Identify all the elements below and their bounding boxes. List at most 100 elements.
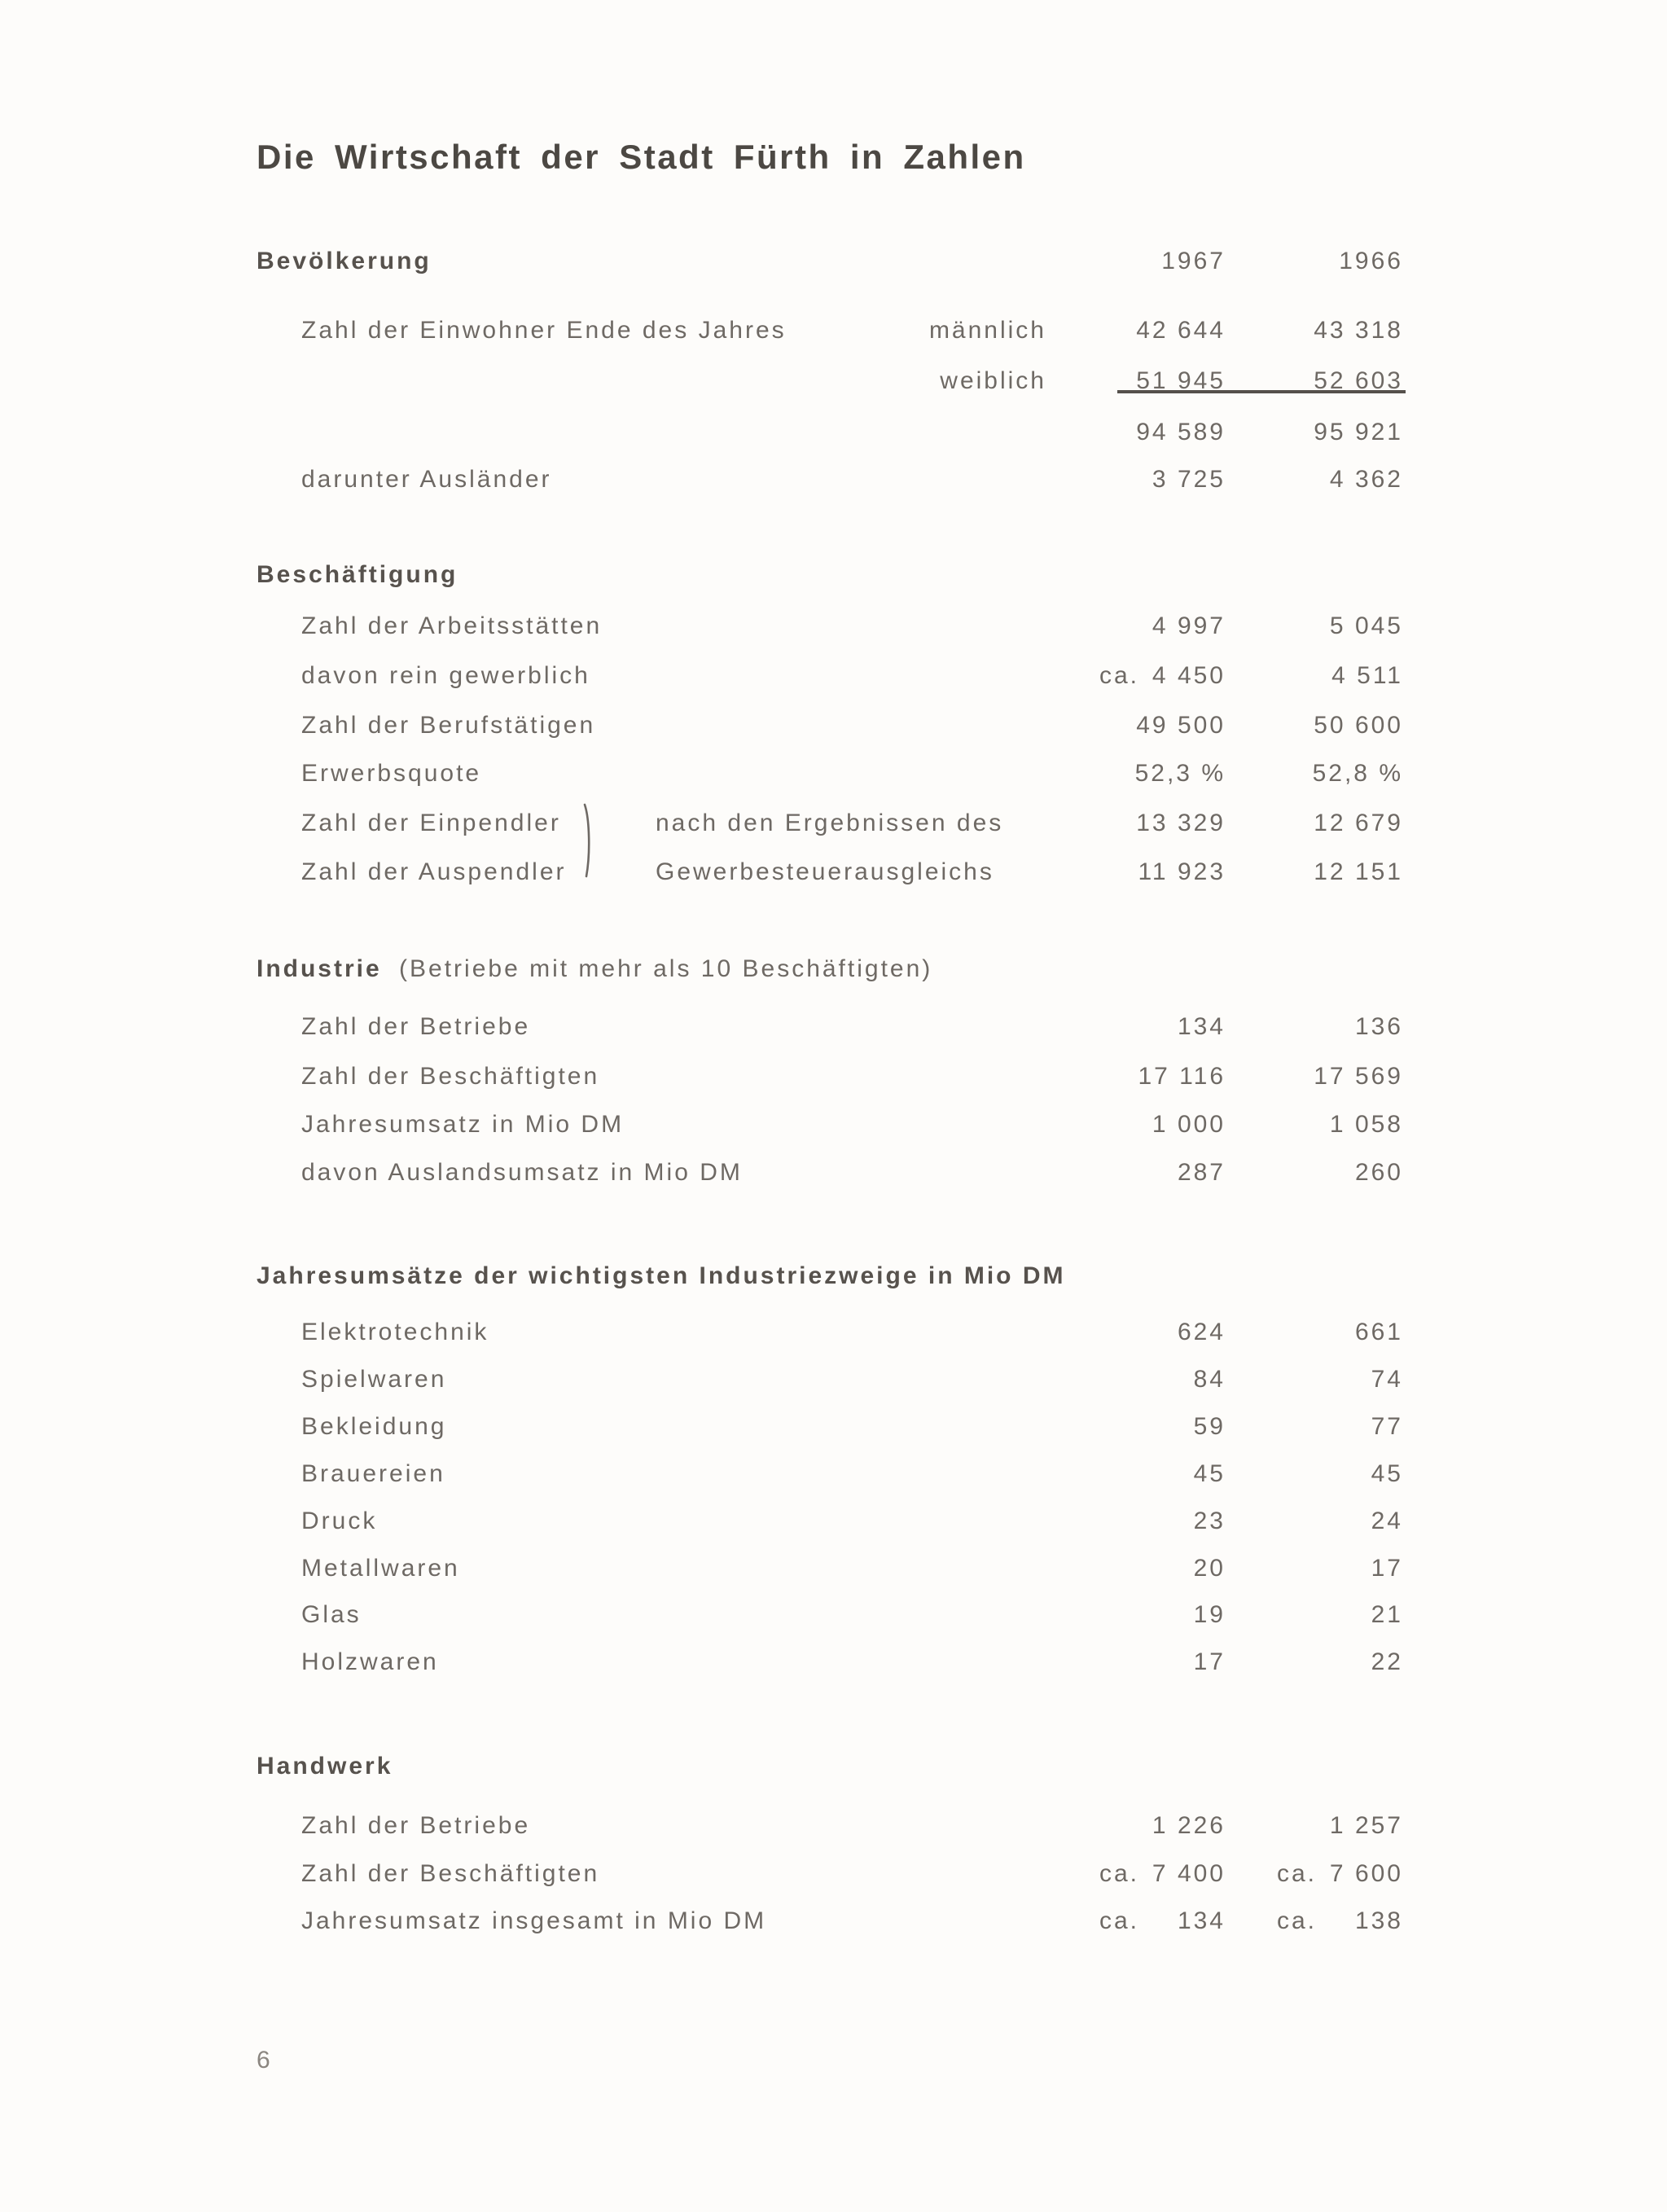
- approx-prefix: ca.: [1099, 1907, 1140, 1934]
- secondary-label-weiblich: weiblich: [940, 367, 1046, 394]
- value-1967: 1 226: [1152, 1812, 1226, 1839]
- value-1966: 77: [1371, 1413, 1403, 1440]
- value-1967: 3 725: [1152, 466, 1226, 493]
- row-label: Jahresumsatz insgesamt in Mio DM: [301, 1907, 767, 1934]
- value-1967: 13 329: [1136, 810, 1226, 836]
- approx-prefix: ca.: [1099, 662, 1140, 689]
- section-heading-handwerk: Handwerk: [257, 1753, 393, 1780]
- value-1967: 17 116: [1138, 1063, 1226, 1090]
- row-label: Zahl der Beschäftigten: [301, 1063, 600, 1090]
- row-label: Holzwaren: [301, 1648, 439, 1675]
- value-1966: 52 603: [1314, 367, 1403, 394]
- value-1966: 45: [1371, 1460, 1403, 1487]
- row-label: Zahl der Berufstätigen: [301, 712, 596, 739]
- approx-prefix: ca.: [1099, 1860, 1140, 1887]
- annotation-label: Gewerbesteuerausgleichs: [656, 858, 994, 885]
- row-label: Druck: [301, 1508, 378, 1534]
- total-value-1967: 94 589: [1136, 419, 1226, 445]
- row-label: Zahl der Beschäftigten: [301, 1860, 600, 1887]
- page-title: Die Wirtschaft der Stadt Fürth in Zahlen: [257, 138, 1026, 176]
- value-1966: 138: [1354, 1907, 1403, 1934]
- section-heading-bevoelkerung: Bevölkerung: [257, 248, 432, 274]
- section-heading-beschaeftigung: Beschäftigung: [257, 561, 458, 588]
- value-1966: 17: [1371, 1555, 1403, 1582]
- sum-rule: [1117, 390, 1406, 393]
- pendler-brace: [583, 803, 590, 878]
- row-label: davon Auslandsumsatz in Mio DM: [301, 1159, 743, 1186]
- value-1967: 287: [1177, 1159, 1226, 1186]
- row-label: Zahl der Betriebe: [301, 1812, 531, 1839]
- value-1967: 19: [1193, 1601, 1226, 1628]
- row-label: Erwerbsquote: [301, 760, 482, 787]
- value-1966: 1 058: [1329, 1111, 1403, 1138]
- value-1966: 43 318: [1314, 317, 1403, 344]
- row-label: darunter Ausländer: [301, 466, 552, 493]
- value-1967: 7 400: [1152, 1860, 1226, 1887]
- value-1967: 4 997: [1152, 612, 1226, 639]
- row-label: Brauereien: [301, 1460, 445, 1487]
- row-label: Zahl der Einwohner Ende des Jahres: [301, 317, 787, 344]
- value-1966: 4 511: [1331, 662, 1403, 689]
- value-1966: 12 151: [1314, 858, 1403, 885]
- value-1966: 1 257: [1329, 1812, 1403, 1839]
- value-1967: 23: [1193, 1508, 1226, 1534]
- total-value-1966: 95 921: [1314, 419, 1403, 445]
- value-1967: 84: [1193, 1366, 1226, 1393]
- value-1966: 12 679: [1314, 810, 1403, 836]
- secondary-label-maennlich: männlich: [928, 317, 1046, 344]
- row-label: Glas: [301, 1601, 362, 1628]
- row-label: davon rein gewerblich: [301, 662, 590, 689]
- value-1967: 624: [1177, 1319, 1226, 1345]
- approx-prefix: ca.: [1277, 1907, 1318, 1934]
- value-1966: 661: [1354, 1319, 1403, 1345]
- value-1967-approx: ca. 134: [1099, 1907, 1226, 1936]
- section-heading-jahresumsaetze: Jahresumsätze der wichtigsten Industriez…: [257, 1262, 1066, 1289]
- value-1967: 49 500: [1136, 712, 1226, 739]
- row-label: Spielwaren: [301, 1366, 447, 1393]
- page-number: 6: [257, 2047, 270, 2074]
- row-label: Zahl der Arbeitsstätten: [301, 612, 603, 639]
- approx-prefix: ca.: [1277, 1860, 1318, 1887]
- value-1967: 134: [1177, 1013, 1226, 1040]
- value-1967: 11 923: [1138, 858, 1226, 885]
- value-1967-approx: ca. 4 450: [1099, 661, 1226, 691]
- value-1966-approx: ca. 138: [1277, 1907, 1403, 1936]
- value-1967: 17: [1193, 1648, 1226, 1675]
- annotation-label: nach den Ergebnissen des: [656, 810, 1004, 836]
- section-heading-bold: Industrie: [257, 955, 382, 982]
- value-1967: 52,3 %: [1134, 760, 1226, 787]
- row-label: Zahl der Einpendler: [301, 810, 561, 836]
- section-heading-industrie: Industrie (Betriebe mit mehr als 10 Besc…: [257, 955, 932, 984]
- value-1967: 42 644: [1136, 317, 1226, 344]
- value-1967: 59: [1193, 1413, 1226, 1440]
- value-1966: 5 045: [1329, 612, 1403, 639]
- year-column-1966: 1966: [1339, 248, 1403, 274]
- value-1967-approx: ca. 7 400: [1099, 1859, 1226, 1889]
- value-1966: 7 600: [1329, 1860, 1403, 1887]
- row-label: Metallwaren: [301, 1555, 460, 1582]
- value-1967: 45: [1193, 1460, 1226, 1487]
- value-1967: 134: [1177, 1907, 1226, 1934]
- value-1967: 51 945: [1136, 367, 1226, 394]
- value-1967: 1 000: [1152, 1111, 1226, 1138]
- value-1966: 17 569: [1314, 1063, 1403, 1090]
- value-1967: 20: [1193, 1555, 1226, 1582]
- value-1966: 260: [1354, 1159, 1403, 1186]
- value-1966: 50 600: [1314, 712, 1403, 739]
- value-1966: 52,8 %: [1312, 760, 1403, 787]
- value-1966: 4 362: [1329, 466, 1403, 493]
- value-1966: 21: [1371, 1601, 1403, 1628]
- year-column-1967: 1967: [1161, 248, 1226, 274]
- value-1966: 22: [1371, 1648, 1403, 1675]
- value-1966: 74: [1371, 1366, 1403, 1393]
- value-1966-approx: ca. 7 600: [1277, 1859, 1403, 1889]
- section-heading-note: (Betriebe mit mehr als 10 Beschäftigten): [399, 955, 933, 982]
- row-label: Zahl der Betriebe: [301, 1013, 531, 1040]
- value-1966: 136: [1354, 1013, 1403, 1040]
- row-label: Jahresumsatz in Mio DM: [301, 1111, 625, 1138]
- row-label: Elektrotechnik: [301, 1319, 489, 1345]
- row-label: Zahl der Auspendler: [301, 858, 567, 885]
- value-1966: 24: [1371, 1508, 1403, 1534]
- row-label: Bekleidung: [301, 1413, 447, 1440]
